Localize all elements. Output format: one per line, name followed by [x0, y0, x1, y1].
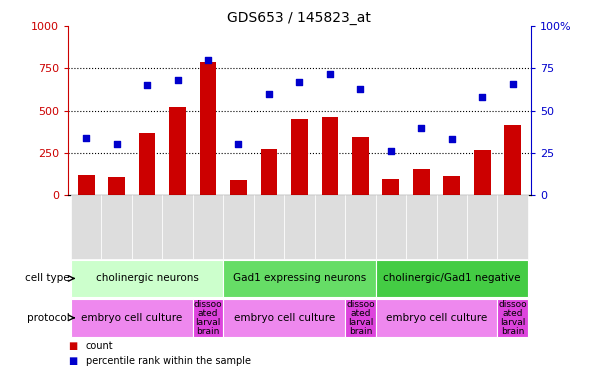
Point — [204, 57, 213, 63]
Bar — [504, 125, 521, 195]
Bar — [261, 149, 277, 195]
Point — [417, 124, 426, 130]
Point — [142, 82, 152, 88]
Text: dissoo
ated
larval
brain: dissoo ated larval brain — [346, 300, 375, 336]
Point — [508, 81, 517, 87]
Text: GSM16953: GSM16953 — [290, 198, 299, 243]
Bar — [444, 176, 460, 195]
Text: embryo cell culture: embryo cell culture — [386, 313, 487, 323]
Bar — [78, 175, 94, 195]
Bar — [322, 117, 338, 195]
Text: percentile rank within the sample: percentile rank within the sample — [86, 356, 251, 366]
Text: cell type: cell type — [25, 273, 70, 284]
Title: GDS653 / 145823_at: GDS653 / 145823_at — [228, 11, 371, 25]
Bar — [352, 137, 369, 195]
Point — [386, 148, 395, 154]
Bar — [376, 260, 528, 297]
Point — [234, 141, 243, 147]
Text: GSM16951: GSM16951 — [230, 198, 238, 243]
Text: Gad1 expressing neurons: Gad1 expressing neurons — [233, 273, 366, 284]
Text: GSM16946: GSM16946 — [138, 198, 147, 243]
Text: GSM16948: GSM16948 — [199, 198, 208, 243]
Point — [81, 135, 91, 141]
Bar — [71, 260, 223, 297]
Text: GSM16952: GSM16952 — [260, 198, 269, 243]
Text: ■: ■ — [68, 356, 77, 366]
Point — [447, 136, 457, 142]
Bar — [139, 133, 155, 195]
Bar — [223, 260, 376, 297]
Text: embryo cell culture: embryo cell culture — [234, 313, 335, 323]
Point — [356, 86, 365, 92]
Bar — [169, 107, 186, 195]
Text: GSM16944: GSM16944 — [77, 198, 86, 243]
Bar — [291, 119, 308, 195]
Point — [112, 141, 122, 147]
Text: dissoo
ated
larval
brain: dissoo ated larval brain — [194, 300, 222, 336]
Text: GSM16955: GSM16955 — [504, 198, 513, 243]
Bar — [497, 299, 528, 337]
Text: embryo cell culture: embryo cell culture — [81, 313, 182, 323]
Text: GSM16893: GSM16893 — [382, 198, 391, 243]
Point — [173, 77, 182, 83]
Text: protocol: protocol — [27, 313, 70, 323]
Text: GSM16945: GSM16945 — [107, 198, 117, 243]
Point — [325, 70, 335, 76]
Text: GSM16947: GSM16947 — [169, 198, 178, 243]
Bar — [230, 180, 247, 195]
Text: GSM16950: GSM16950 — [473, 198, 482, 243]
Bar — [376, 299, 497, 337]
Text: GSM16954: GSM16954 — [321, 198, 330, 243]
Text: ■: ■ — [68, 340, 77, 351]
Text: dissoo
ated
larval
brain: dissoo ated larval brain — [499, 300, 527, 336]
Text: GSM16949: GSM16949 — [442, 198, 452, 243]
Text: GSM16894: GSM16894 — [412, 198, 421, 243]
Bar — [108, 177, 125, 195]
Text: cholinergic/Gad1 negative: cholinergic/Gad1 negative — [383, 273, 520, 284]
Point — [477, 94, 487, 100]
Bar — [223, 299, 345, 337]
Bar — [71, 299, 193, 337]
Bar — [193, 299, 223, 337]
Bar — [382, 179, 399, 195]
Bar — [474, 150, 491, 195]
Bar — [413, 169, 430, 195]
Point — [294, 79, 304, 85]
Text: count: count — [86, 340, 113, 351]
Text: GSM16956: GSM16956 — [352, 198, 360, 243]
Bar — [345, 299, 376, 337]
Text: cholinergic neurons: cholinergic neurons — [96, 273, 198, 284]
Point — [264, 91, 274, 97]
Bar — [199, 62, 217, 195]
